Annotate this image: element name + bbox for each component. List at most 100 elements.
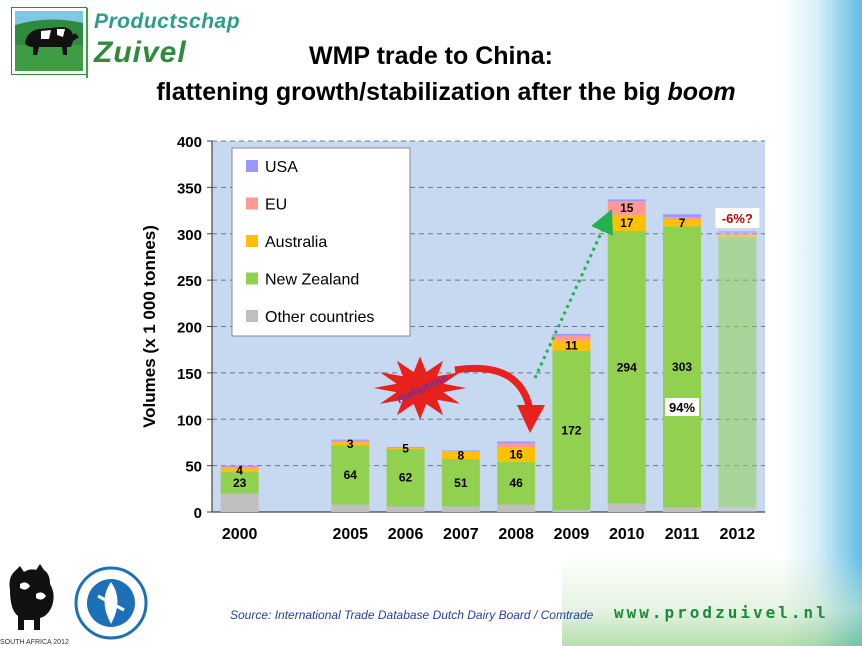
melamine-arrowhead [517, 405, 545, 433]
melamine-arrow [454, 364, 534, 411]
bar-australia [386, 448, 425, 449]
bar-new_zealand [663, 226, 702, 508]
x-tick-label: 2009 [554, 526, 590, 543]
bar-other [386, 506, 425, 512]
logo-divider [86, 8, 88, 78]
bar-australia [552, 340, 591, 351]
data-label: 46 [509, 476, 523, 490]
bar-other [607, 503, 646, 512]
x-tick-label: 2012 [720, 526, 756, 543]
legend-label-eu: EU [265, 197, 287, 214]
slide-title-line2-text: flattening growth/stabilization after th… [156, 78, 668, 106]
slide-title-emphasis: boom [667, 78, 736, 106]
legend-swatch-usa [246, 160, 258, 172]
legend-swatch-new_zealand [246, 272, 258, 285]
melamine-burst [373, 356, 467, 420]
bar-usa [607, 199, 646, 202]
legend [231, 147, 411, 337]
bar-eu [331, 440, 370, 443]
nz-share-label: 94% [669, 400, 695, 415]
x-tick-label: 2010 [609, 526, 645, 543]
data-label: 4 [236, 463, 243, 477]
bar-australia [663, 219, 702, 227]
bar-eu [441, 450, 480, 452]
bar-usa [441, 450, 480, 451]
nz-share-box [665, 398, 700, 416]
decorative-side-band [782, 0, 862, 646]
bar-usa [331, 439, 370, 441]
bar-eu [552, 335, 591, 341]
bar-usa [718, 230, 757, 233]
data-label: 7 [679, 216, 686, 230]
bar-new_zealand [718, 237, 757, 508]
bar-other [441, 506, 480, 512]
source-note: Source: International Trade Database Dut… [230, 608, 594, 622]
website-url[interactable]: www.prodzuivel.nl [614, 603, 829, 622]
bar-other [718, 507, 757, 512]
x-tick-label: 2008 [498, 526, 534, 543]
bar-other [497, 504, 536, 512]
data-label: 51 [454, 476, 468, 490]
bar-usa [552, 333, 591, 336]
bar-australia [331, 442, 370, 446]
bar-new_zealand [441, 459, 480, 507]
data-label: 303 [672, 360, 692, 374]
bar-new_zealand [331, 445, 370, 505]
fil-idf-logo [74, 566, 148, 640]
x-tick-label: 2005 [332, 526, 368, 543]
y-tick-label: 350 [177, 180, 202, 197]
y-tick-label: 200 [177, 320, 202, 337]
legend-swatch-eu [246, 197, 258, 210]
bar-eu [718, 232, 757, 235]
x-tick-label: 2007 [443, 526, 479, 543]
slide-title-line2: flattening growth/stabilization after th… [0, 78, 862, 107]
data-label: 11 [565, 339, 578, 353]
data-label: 17 [620, 216, 634, 230]
y-tick-label: 50 [185, 459, 202, 476]
logo-text-line1: Productschap [94, 10, 241, 33]
bar-eu [386, 447, 425, 449]
logo-text-line2: Zuivel [94, 36, 187, 69]
bar-usa [220, 465, 259, 467]
x-tick-label: 2006 [388, 526, 424, 543]
y-tick-label: 0 [194, 505, 202, 522]
bar-australia [607, 215, 646, 231]
bar-eu [663, 217, 702, 220]
sa-logo-text: SOUTH AFRICA 2012 [0, 639, 69, 646]
bar-australia [718, 234, 757, 238]
legend-label-new_zealand: New Zealand [265, 272, 359, 289]
productschap-zuivel-logo: Productschap Zuivel [12, 8, 262, 80]
data-label: 3 [347, 437, 354, 451]
bar-usa [497, 441, 536, 444]
data-label: 15 [620, 201, 634, 215]
south-africa-summit-logo: SOUTH AFRICA 2012 [0, 564, 69, 646]
y-tick-label: 400 [177, 134, 202, 151]
bar-new_zealand [552, 350, 591, 511]
slide-title-line1: WMP trade to China: [309, 42, 553, 70]
legend-swatch-australia [246, 235, 258, 247]
bar-australia [441, 451, 480, 460]
bar-eu [607, 201, 646, 216]
bar-new_zealand [497, 461, 536, 505]
bar-australia [220, 468, 259, 473]
y-tick-label: 250 [177, 273, 202, 290]
y-axis-label: Volumes (x 1 000 tonnes) [140, 225, 159, 428]
bar-eu [220, 466, 259, 469]
data-label: 64 [344, 468, 358, 482]
data-label: 62 [399, 471, 413, 485]
bar-new_zealand [220, 472, 259, 494]
data-label: 172 [561, 423, 581, 437]
cow-logo-icon [12, 8, 86, 74]
y-tick-label: 300 [177, 227, 202, 244]
legend-label-australia: Australia [265, 234, 327, 251]
data-label: 8 [458, 448, 465, 462]
bar-other [331, 504, 370, 512]
bar-usa [663, 214, 702, 218]
forecast-label: -6%? [722, 211, 753, 226]
x-tick-label: 2011 [665, 526, 700, 543]
bar-new_zealand [607, 230, 646, 504]
forecast-box [715, 208, 760, 228]
decorative-bottom-band [562, 556, 862, 646]
